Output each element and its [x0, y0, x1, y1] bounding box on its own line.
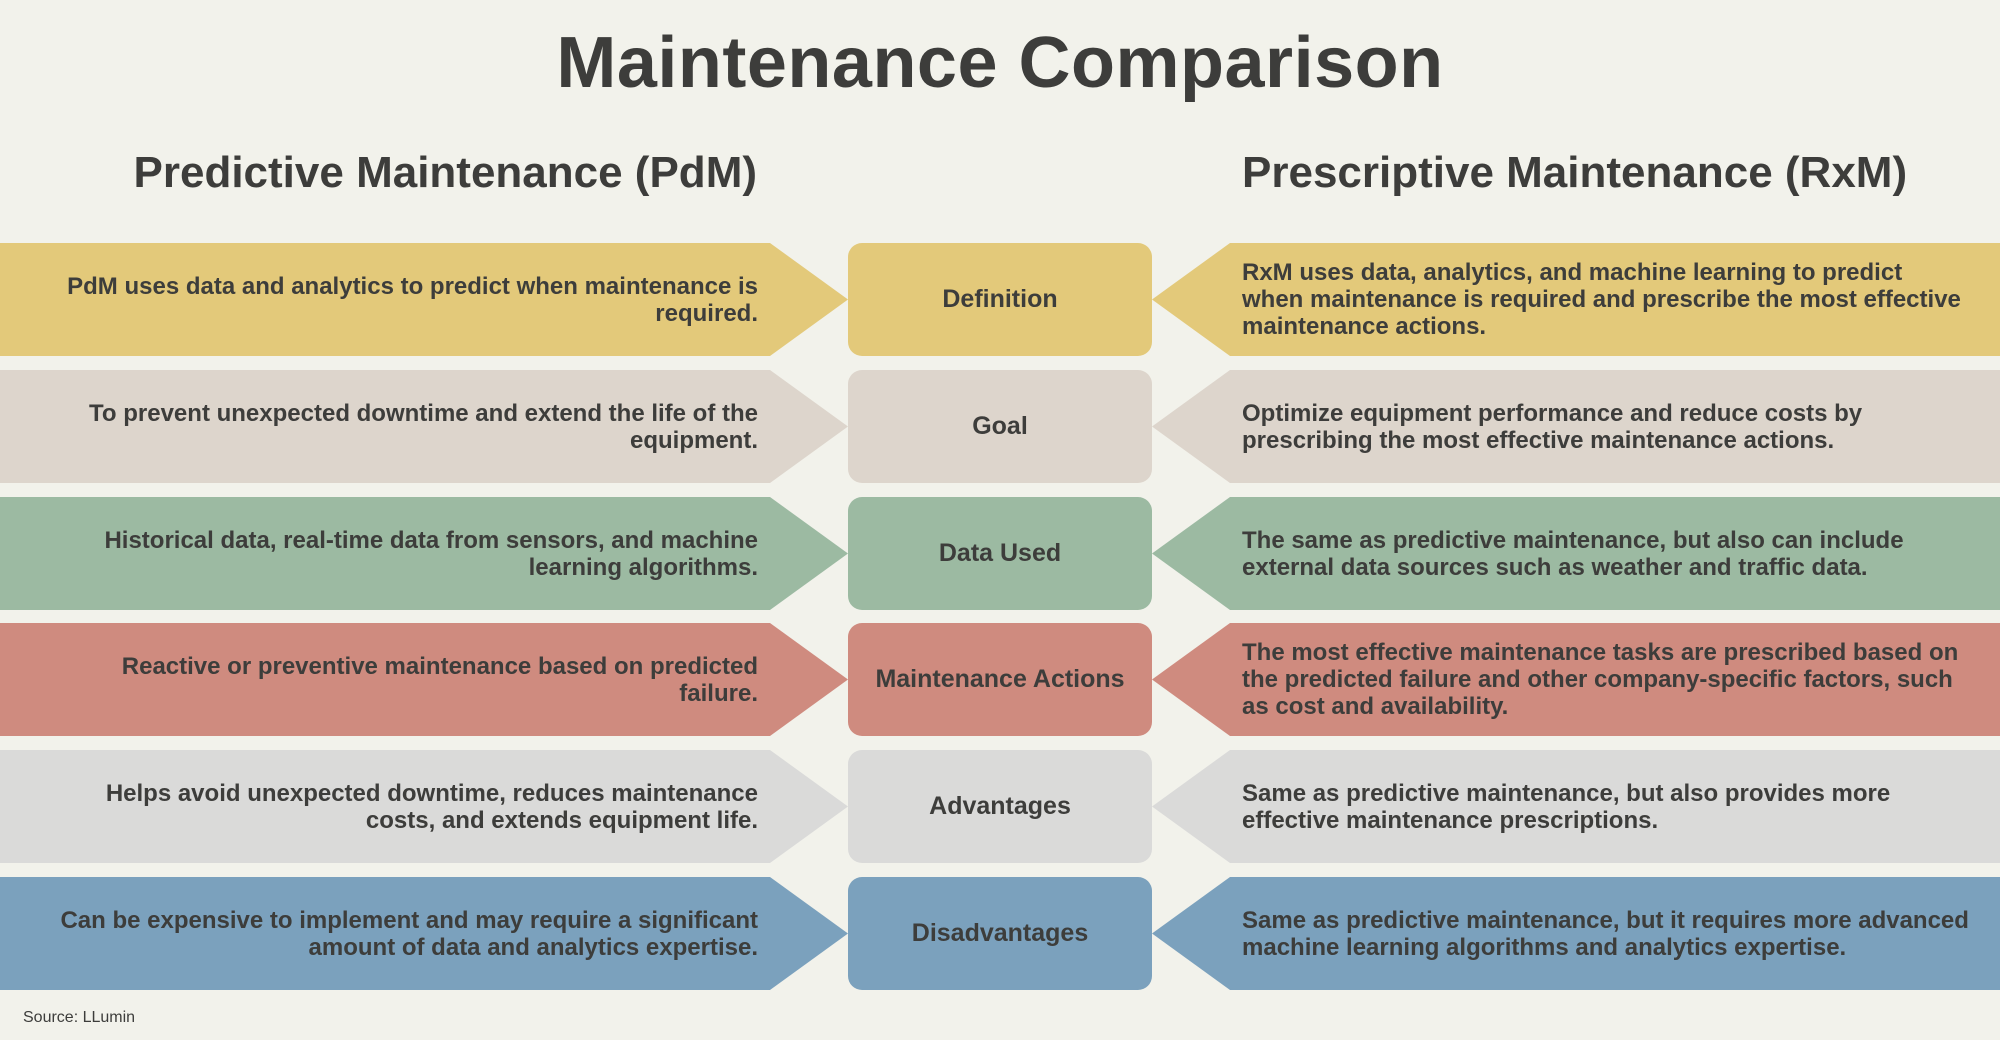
pdm-arrow-shape	[0, 877, 848, 990]
pdm-text: To prevent unexpected downtime and exten…	[89, 399, 758, 454]
comparison-row-advantages: Advantages Helps avoid unexpected downti…	[0, 750, 2000, 863]
rxm-arrow-shape	[1152, 370, 2000, 483]
pdm-text: Historical data, real-time data from sen…	[104, 526, 758, 581]
category-label: Data Used	[848, 497, 1152, 610]
rxm-text: Same as predictive maintenance, but it r…	[1242, 906, 1969, 961]
comparison-row-maintenance-actions: Maintenance Actions Reactive or preventi…	[0, 623, 2000, 736]
rxm-arrow-shape	[1152, 623, 2000, 736]
comparison-row-disadvantages: Disadvantages Can be expensive to implem…	[0, 877, 2000, 990]
rxm-arrow-shape	[1152, 877, 2000, 990]
rxm-arrow-shape	[1152, 750, 2000, 863]
pdm-text: Reactive or preventive maintenance based…	[121, 652, 758, 707]
comparison-row-goal: Goal To prevent unexpected downtime and …	[0, 370, 2000, 483]
pdm-arrow-shape	[0, 750, 848, 863]
pdm-arrow-shape	[0, 243, 848, 356]
pdm-arrow-shape	[0, 623, 848, 736]
pdm-text: Can be expensive to implement and may re…	[60, 906, 758, 961]
pdm-arrow-shape	[0, 370, 848, 483]
category-label: Disadvantages	[848, 877, 1152, 990]
rxm-arrow-shape	[1152, 243, 2000, 356]
comparison-row-definition: Definition PdM uses data and analytics t…	[0, 243, 2000, 356]
source-note: Source: LLumin	[23, 1009, 136, 1026]
category-label: Definition	[848, 243, 1152, 356]
category-label: Advantages	[848, 750, 1152, 863]
pdm-heading: Predictive Maintenance (PdM)	[133, 148, 757, 197]
pdm-text: PdM uses data and analytics to predict w…	[67, 272, 758, 327]
category-label: Goal	[848, 370, 1152, 483]
rxm-text: The most effective maintenance tasks are…	[1242, 639, 1959, 720]
rxm-arrow-shape	[1152, 497, 2000, 610]
pdm-text: Helps avoid unexpected downtime, reduces…	[105, 779, 758, 834]
category-label: Maintenance Actions	[848, 623, 1152, 736]
rxm-heading: Prescriptive Maintenance (RxM)	[1242, 148, 1908, 197]
rxm-text: Optimize equipment performance and reduc…	[1242, 399, 1863, 454]
comparison-row-data-used: Data Used Historical data, real-time dat…	[0, 497, 2000, 610]
page-title: Maintenance Comparison	[556, 23, 1444, 103]
rxm-text: RxM uses data, analytics, and machine le…	[1242, 259, 1961, 340]
rxm-text: The same as predictive maintenance, but …	[1242, 526, 1904, 581]
rxm-text: Same as predictive maintenance, but also…	[1242, 779, 1891, 834]
pdm-arrow-shape	[0, 497, 848, 610]
